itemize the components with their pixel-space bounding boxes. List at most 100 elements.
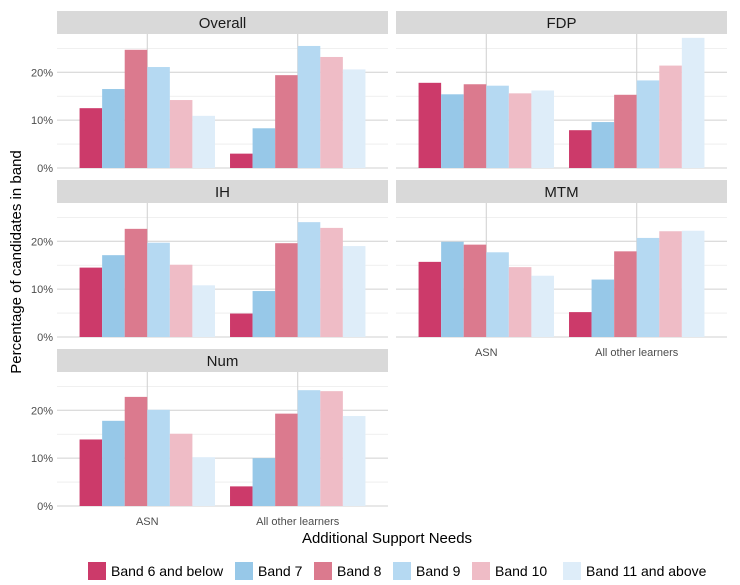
bar <box>614 94 637 168</box>
bar <box>297 222 321 337</box>
bar <box>297 390 321 506</box>
bar <box>169 264 193 337</box>
bar <box>252 458 276 506</box>
bar <box>320 391 343 506</box>
bar <box>230 486 253 506</box>
panel-num: Num 0% 10% 20% ASN All other learners <box>31 349 388 528</box>
legend-swatch <box>393 562 411 580</box>
bar <box>569 130 592 168</box>
bar <box>441 94 464 168</box>
legend-swatch <box>88 562 106 580</box>
legend-item: Band 6 and below <box>88 562 224 580</box>
legend-label: Band 11 and above <box>586 563 707 579</box>
legend-swatch <box>563 562 581 580</box>
bar <box>275 75 298 168</box>
bar <box>659 65 682 168</box>
bar <box>102 420 125 506</box>
bar <box>463 244 487 337</box>
bar <box>124 49 148 168</box>
bar <box>102 255 125 337</box>
bar <box>569 312 592 337</box>
bar <box>124 396 148 506</box>
legend-item: Band 7 <box>235 562 303 580</box>
bar <box>531 275 554 337</box>
x-tick-label: ASN <box>136 516 159 528</box>
panel-strip <box>57 349 388 372</box>
bar <box>591 122 615 168</box>
panels-layer: Overall 0% 10% 20% FDP IH 0% 10% 20% MTM ASN All ot… <box>31 11 727 528</box>
bar <box>320 56 343 168</box>
bar <box>147 67 170 168</box>
y-tick-label: 10% <box>31 284 53 296</box>
bar <box>418 82 442 168</box>
bar <box>636 237 660 337</box>
panel-title: Num <box>207 353 239 370</box>
bar <box>252 291 276 337</box>
y-tick-label: 20% <box>31 236 53 248</box>
bar <box>230 313 253 337</box>
bar <box>342 246 366 337</box>
bar <box>79 439 103 506</box>
bar <box>192 115 215 168</box>
y-tick-label: 10% <box>31 115 53 127</box>
panel-title: Overall <box>199 15 247 32</box>
y-tick-label: 20% <box>31 405 53 417</box>
bar <box>102 89 125 168</box>
bar <box>147 409 170 506</box>
y-axis-title: Percentage of candidates in band <box>8 150 25 374</box>
legend-item: Band 9 <box>393 562 461 580</box>
bar <box>636 80 660 168</box>
bar <box>169 100 193 168</box>
bar <box>275 413 298 506</box>
x-tick-label: All other learners <box>595 347 679 359</box>
bar <box>192 457 215 506</box>
panel-strip <box>57 180 388 203</box>
bar <box>531 90 554 168</box>
legend-item: Band 8 <box>314 562 382 580</box>
panel-strip <box>57 11 388 34</box>
bar <box>252 128 276 168</box>
bar <box>342 69 366 168</box>
bar <box>463 84 487 168</box>
legend-item: Band 11 and above <box>563 562 707 580</box>
panel-ih: IH 0% 10% 20% <box>31 180 388 344</box>
legend-label: Band 9 <box>416 563 461 579</box>
x-tick-label: All other learners <box>256 516 340 528</box>
bar <box>508 93 532 168</box>
bar <box>681 37 705 169</box>
panel-title: IH <box>215 184 230 201</box>
legend-swatch <box>235 562 253 580</box>
bar <box>614 251 637 337</box>
y-tick-label: 10% <box>31 453 53 465</box>
legend: Band 6 and below Band 7 Band 8 Band 9 Band 1… <box>88 562 707 580</box>
x-axis-title: Additional Support Needs <box>302 530 472 547</box>
y-tick-label: 0% <box>37 332 53 344</box>
bar <box>169 433 193 506</box>
bar <box>486 85 509 168</box>
legend-label: Band 6 and below <box>111 563 224 579</box>
bar <box>508 267 532 337</box>
legend-label: Band 7 <box>258 563 303 579</box>
bar <box>486 252 509 337</box>
bar <box>79 267 103 337</box>
panel-strip <box>396 11 727 34</box>
legend-swatch <box>314 562 332 580</box>
panel-fdp: FDP <box>396 11 727 169</box>
panel-strip <box>396 180 727 203</box>
legend-label: Band 8 <box>337 563 382 579</box>
y-tick-label: 0% <box>37 163 53 175</box>
bar <box>441 241 464 337</box>
y-tick-label: 0% <box>37 501 53 513</box>
x-tick-label: ASN <box>475 347 498 359</box>
panel-title: MTM <box>544 184 578 201</box>
panel-mtm: MTM ASN All other learners <box>396 180 727 359</box>
panel-overall: Overall 0% 10% 20% <box>31 11 388 175</box>
bar <box>79 108 103 168</box>
bar <box>147 242 170 337</box>
legend-swatch <box>472 562 490 580</box>
bar <box>297 45 321 168</box>
bar <box>230 153 253 168</box>
bar <box>659 231 682 337</box>
